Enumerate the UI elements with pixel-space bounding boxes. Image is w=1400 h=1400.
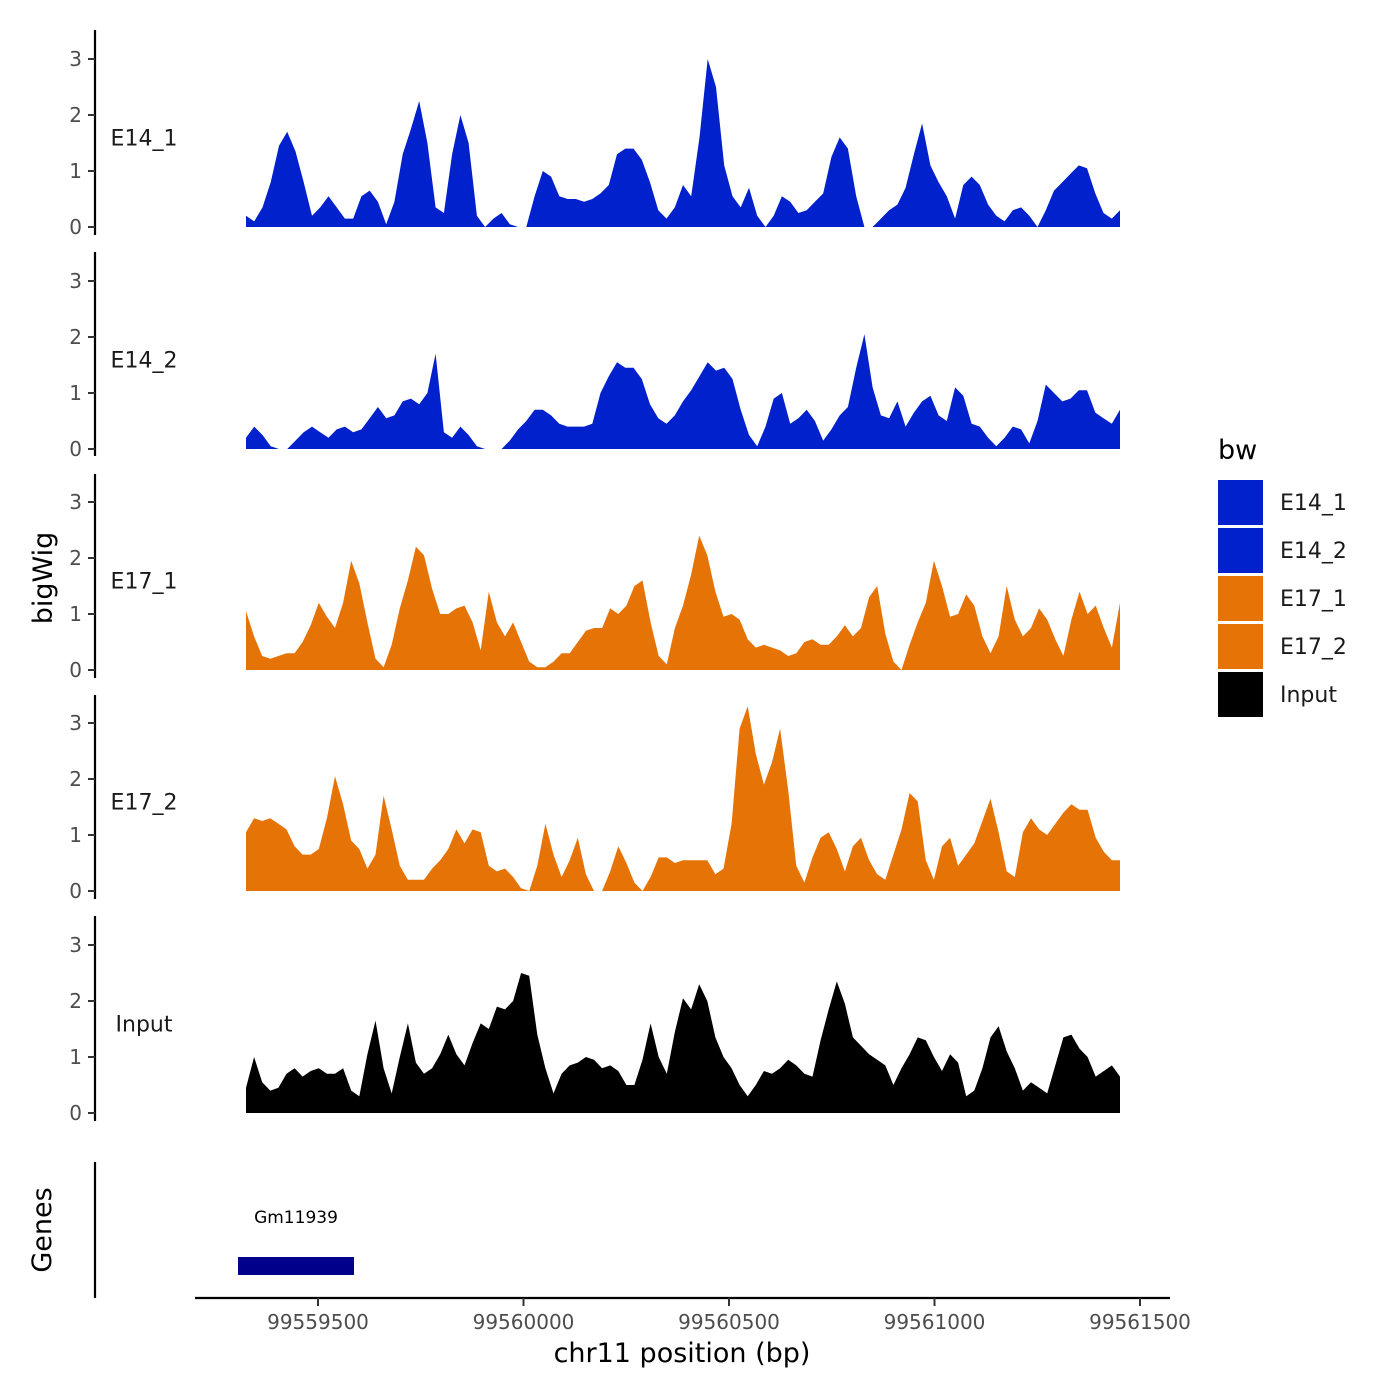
signal-area-e14-1 (246, 59, 1120, 227)
y-tick-label: 1 (69, 823, 82, 847)
gene-label: Gm11939 (254, 1208, 338, 1228)
y-tick-label: 3 (69, 47, 82, 71)
legend-label: E17_2 (1280, 635, 1347, 660)
x-tick-label: 99560000 (473, 1310, 575, 1334)
y-tick-label: 2 (69, 989, 82, 1013)
track-label: Input (116, 1012, 173, 1037)
gene-bar (238, 1257, 354, 1275)
legend-key-e17-1 (1218, 576, 1263, 621)
x-axis-title: chr11 position (bp) (554, 1338, 811, 1369)
x-tick-label: 99559500 (267, 1310, 369, 1334)
track-e17-2: 0 1 2 3 E17_2 (69, 695, 1120, 903)
track-label: E14_1 (111, 126, 178, 151)
y-tick-label: 0 (69, 1101, 82, 1125)
signal-area-e14-2 (246, 334, 1120, 449)
track-e17-1: 0 1 2 3 E17_1 (69, 474, 1120, 682)
genes-panel-title: Genes (27, 1187, 58, 1272)
track-input: 0 1 2 3 Input (69, 916, 1120, 1125)
y-tick-label: 3 (69, 933, 82, 957)
y-tick-label: 2 (69, 103, 82, 127)
x-axis: chr11 position (bp) 99559500 99560000 9956… (195, 1296, 1191, 1369)
signal-area-e17-2 (246, 706, 1120, 891)
y-tick-label: 1 (69, 1045, 82, 1069)
legend: bw E14_1 E14_2 E17_1 E17_2 Input (1218, 435, 1347, 717)
y-tick-label: 2 (69, 546, 82, 570)
y-tick-label: 3 (69, 490, 82, 514)
y-tick-label: 0 (69, 215, 82, 239)
y-tick-label: 2 (69, 325, 82, 349)
signal-tracks: 0 1 2 3 E14_1 0 1 2 3 E14_2 0 1 2 3 E17_1 0 1 2 3 E17_2 0 1 2 3… (69, 30, 1120, 1125)
genes-panel: Genes Gm11939 (27, 1162, 354, 1298)
y-tick-label: 3 (69, 711, 82, 735)
legend-label: E17_1 (1280, 587, 1347, 612)
legend-label: E14_1 (1280, 491, 1347, 516)
legend-key-e14-2 (1218, 528, 1263, 573)
signal-area-input (246, 973, 1120, 1113)
x-tick-label: 99560500 (678, 1310, 780, 1334)
y-tick-label: 0 (69, 879, 82, 903)
track-e14-2: 0 1 2 3 E14_2 (69, 252, 1120, 461)
y-tick-label: 1 (69, 159, 82, 183)
y-tick-label: 3 (69, 269, 82, 293)
legend-key-e14-1 (1218, 480, 1263, 525)
x-tick-label: 99561000 (884, 1310, 986, 1334)
track-label: E17_1 (111, 569, 178, 594)
legend-title: bw (1218, 435, 1257, 466)
y-tick-label: 2 (69, 767, 82, 791)
y-tick-label: 1 (69, 381, 82, 405)
legend-key-input (1218, 672, 1263, 717)
track-e14-1: 0 1 2 3 E14_1 (69, 30, 1120, 239)
y-tick-label: 0 (69, 658, 82, 682)
track-label: E17_2 (111, 790, 178, 815)
y-tick-label: 1 (69, 602, 82, 626)
x-tick-label: 99561500 (1089, 1310, 1191, 1334)
legend-label: Input (1280, 683, 1337, 708)
signal-area-e17-1 (246, 535, 1120, 670)
y-tick-label: 0 (69, 437, 82, 461)
track-label: E14_2 (111, 348, 178, 373)
legend-key-e17-2 (1218, 624, 1263, 669)
y-axis-title: bigWig (28, 532, 59, 625)
legend-label: E14_2 (1280, 539, 1347, 564)
